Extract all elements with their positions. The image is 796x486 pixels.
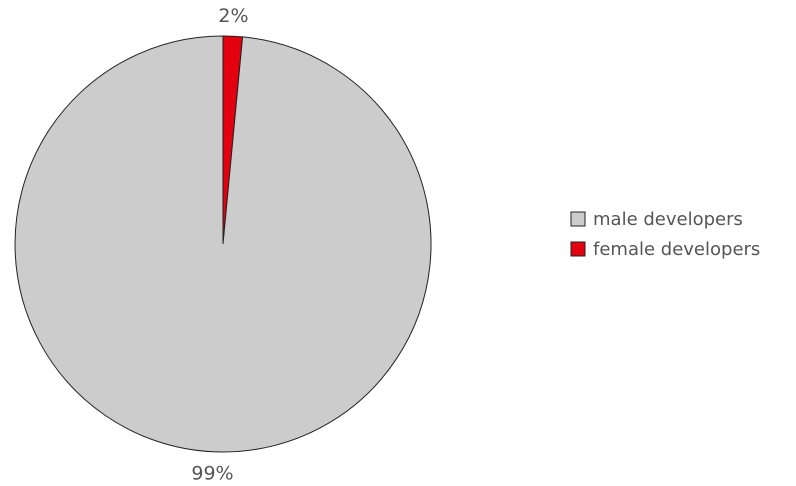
legend-item-female: female developers bbox=[570, 239, 760, 260]
pie-slices bbox=[14, 35, 432, 453]
slice-label-male: 99% bbox=[191, 462, 233, 484]
legend-item-male: male developers bbox=[570, 209, 743, 230]
legend-swatch-male bbox=[570, 211, 586, 227]
legend: male developers female developers bbox=[570, 209, 760, 260]
slice-label-female: 2% bbox=[218, 5, 248, 27]
legend-label-male: male developers bbox=[593, 209, 743, 230]
legend-label-female: female developers bbox=[593, 239, 760, 260]
pie-slice-labels: 2% 99% bbox=[191, 5, 248, 484]
legend-swatch-female bbox=[570, 241, 586, 257]
pie-slice-male bbox=[14, 35, 432, 453]
